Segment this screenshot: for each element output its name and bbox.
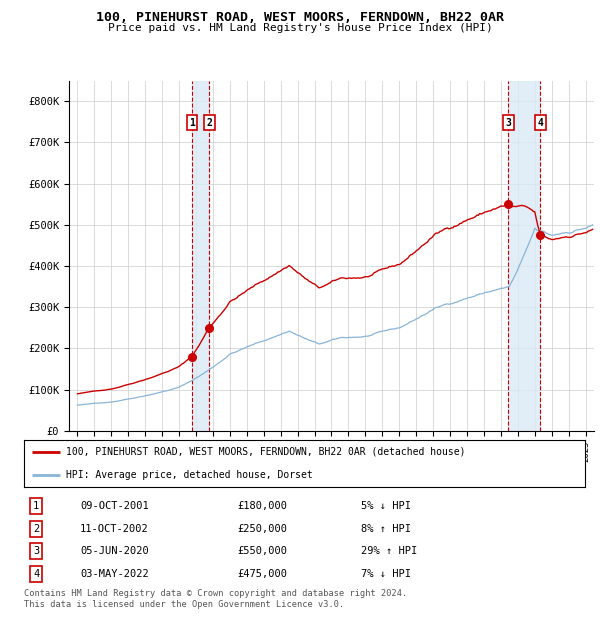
Text: £180,000: £180,000 <box>237 502 287 512</box>
Bar <box>192 81 209 431</box>
Text: 29% ↑ HPI: 29% ↑ HPI <box>361 546 417 556</box>
Text: Contains HM Land Registry data © Crown copyright and database right 2024.: Contains HM Land Registry data © Crown c… <box>24 589 407 598</box>
Text: £250,000: £250,000 <box>237 524 287 534</box>
Text: £550,000: £550,000 <box>237 546 287 556</box>
Text: 8% ↑ HPI: 8% ↑ HPI <box>361 524 410 534</box>
Text: 09-OCT-2001: 09-OCT-2001 <box>80 502 149 512</box>
Text: 11-OCT-2002: 11-OCT-2002 <box>80 524 149 534</box>
Text: 4: 4 <box>538 118 544 128</box>
Text: Price paid vs. HM Land Registry's House Price Index (HPI): Price paid vs. HM Land Registry's House … <box>107 23 493 33</box>
Text: 4: 4 <box>33 569 40 579</box>
Text: 3: 3 <box>33 546 40 556</box>
Text: This data is licensed under the Open Government Licence v3.0.: This data is licensed under the Open Gov… <box>24 600 344 609</box>
Text: HPI: Average price, detached house, Dorset: HPI: Average price, detached house, Dors… <box>66 470 313 480</box>
Text: 1: 1 <box>33 502 40 512</box>
Text: 05-JUN-2020: 05-JUN-2020 <box>80 546 149 556</box>
Text: 3: 3 <box>505 118 511 128</box>
Text: 2: 2 <box>206 118 212 128</box>
Text: £475,000: £475,000 <box>237 569 287 579</box>
Text: 5% ↓ HPI: 5% ↓ HPI <box>361 502 410 512</box>
Text: 2: 2 <box>33 524 40 534</box>
Text: 100, PINEHURST ROAD, WEST MOORS, FERNDOWN, BH22 0AR: 100, PINEHURST ROAD, WEST MOORS, FERNDOW… <box>96 11 504 24</box>
Text: 7% ↓ HPI: 7% ↓ HPI <box>361 569 410 579</box>
Text: 03-MAY-2022: 03-MAY-2022 <box>80 569 149 579</box>
Text: 1: 1 <box>189 118 195 128</box>
Text: 100, PINEHURST ROAD, WEST MOORS, FERNDOWN, BH22 0AR (detached house): 100, PINEHURST ROAD, WEST MOORS, FERNDOW… <box>66 447 466 457</box>
Bar <box>508 81 541 431</box>
